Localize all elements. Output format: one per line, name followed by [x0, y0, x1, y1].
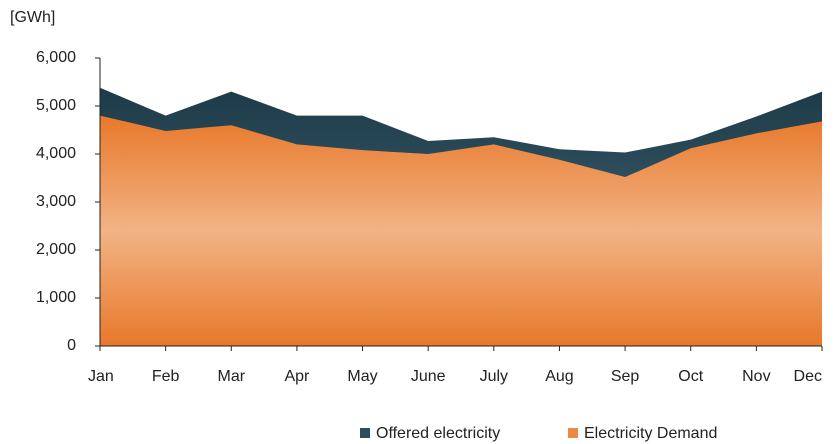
- x-tick-label: Nov: [742, 368, 770, 385]
- y-tick-label: 0: [67, 337, 76, 354]
- x-tick-label: May: [347, 368, 377, 385]
- x-tick-label: Mar: [217, 368, 245, 385]
- x-tick-label: Dec: [794, 368, 822, 385]
- y-tick-label: 4,000: [36, 145, 76, 162]
- x-tick-label: June: [411, 368, 446, 385]
- x-tick-label: Sep: [611, 368, 640, 385]
- y-tick-label: 1,000: [36, 289, 76, 306]
- legend-swatch: [360, 428, 370, 438]
- x-tick-label: Aug: [545, 368, 573, 385]
- x-tick-label: Feb: [152, 368, 180, 385]
- y-tick-label: 2,000: [36, 241, 76, 258]
- y-axis-label: [GWh]: [10, 9, 55, 26]
- legend-swatch: [568, 428, 578, 438]
- legend-label: Offered electricity: [376, 425, 500, 442]
- x-tick-label: Oct: [678, 368, 703, 385]
- x-tick-label: July: [480, 368, 508, 385]
- area: [100, 115, 822, 346]
- y-tick-label: 5,000: [36, 97, 76, 114]
- x-tick-label: Apr: [284, 368, 310, 385]
- y-tick-label: 3,000: [36, 193, 76, 210]
- y-tick-label: 6,000: [36, 49, 76, 66]
- x-tick-label: Jan: [88, 368, 114, 385]
- legend-label: Electricity Demand: [584, 425, 717, 442]
